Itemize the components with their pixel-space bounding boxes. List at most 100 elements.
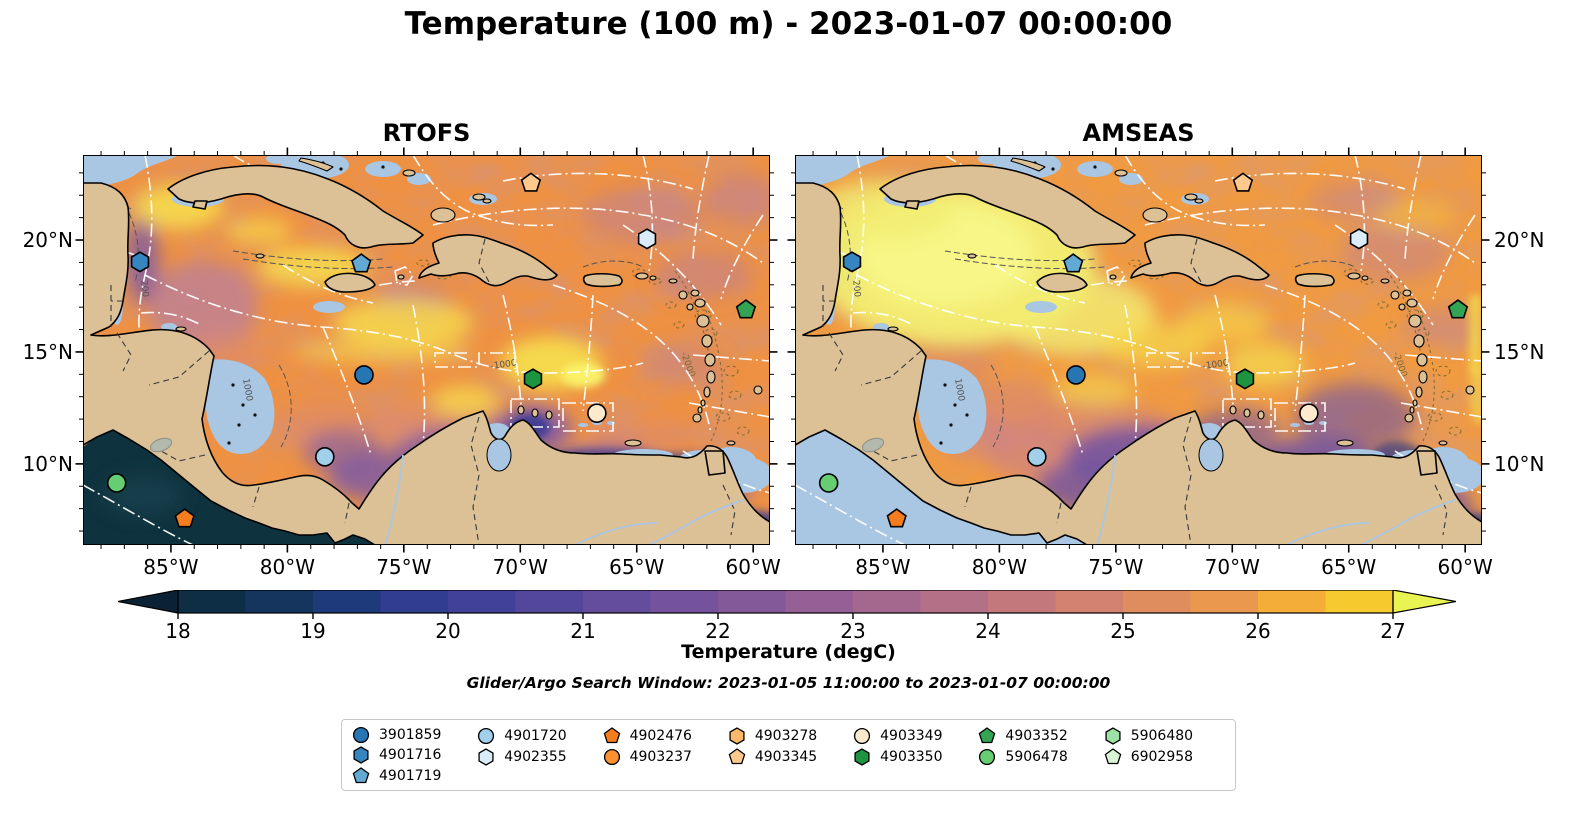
colorbar-segment <box>1123 590 1192 613</box>
float-marker-4903349 <box>1299 403 1319 423</box>
colorbar-segment <box>178 590 247 613</box>
colorbar-tick-label: 22 <box>705 619 731 643</box>
circle-marker-icon <box>603 748 620 765</box>
lon-tick-label: 80°W <box>971 555 1027 579</box>
colorbar-over-arrow <box>1392 589 1457 614</box>
circle-marker-icon <box>478 727 495 744</box>
colorbar-tick-label: 27 <box>1380 619 1406 643</box>
hexagon-marker-icon <box>729 726 745 745</box>
legend-float-id: 4903237 <box>629 748 692 765</box>
legend-marker-4903278 <box>729 726 745 745</box>
pentagon-marker-icon <box>352 767 370 783</box>
pentagon-marker-icon <box>728 747 746 764</box>
colorbar-tick-label: 25 <box>1110 619 1136 643</box>
legend-float-id: 4903350 <box>880 748 943 765</box>
float-marker-4901719 <box>1063 253 1084 273</box>
colorbar-tick-label: 26 <box>1245 619 1271 643</box>
colorbar-segment <box>785 590 854 613</box>
colorbar-segment <box>380 590 449 613</box>
colorbar-segment <box>313 590 382 613</box>
legend-entry-4901719: 4901719 <box>352 766 477 786</box>
legend-entry-3901859: 3901859 <box>352 725 477 745</box>
legend-marker-4901719 <box>352 767 370 783</box>
legend-float-id: 4902476 <box>629 727 692 744</box>
float-marker-4903352 <box>735 299 757 319</box>
map-panel-rtofs: RTOFS 85°W 80°W 75°W 70°W 65°W 60°W 20°N 15°N 10… <box>23 119 781 579</box>
legend-marker-4901716 <box>353 746 369 765</box>
colorbar-tick-label: 19 <box>300 619 326 643</box>
colorbar-segment <box>245 590 314 613</box>
colorbar-segment <box>1325 590 1394 613</box>
legend-marker-4903349 <box>854 727 871 744</box>
float-marker-3901859 <box>354 365 374 385</box>
colorbar-label: Temperature (degC) <box>681 641 896 663</box>
legend-entry-4903352: 4903352 <box>978 725 1103 746</box>
legend-float-id: 4901719 <box>379 767 442 784</box>
colorbar-tick-label: 24 <box>975 619 1001 643</box>
legend-marker-6902958 <box>1104 747 1122 764</box>
legend-entry-5906478: 5906478 <box>978 746 1103 767</box>
legend-column: 3901859 4901716 4901719 <box>352 725 477 786</box>
float-marker-3901859 <box>1066 365 1086 385</box>
colorbar-segment <box>988 590 1057 613</box>
colorbar-segment <box>1258 590 1327 613</box>
float-marker-4901716 <box>842 251 862 273</box>
lon-tick-label: 65°W <box>1321 555 1377 579</box>
colorbar-segment <box>853 590 922 613</box>
float-marker-4903352 <box>1447 299 1469 319</box>
float-marker-4903345 <box>520 172 542 192</box>
legend-column: 4901720 4902355 <box>477 725 602 786</box>
colorbar-under-arrow <box>117 589 179 614</box>
legend-float-id: 4902355 <box>504 748 567 765</box>
lon-tick-label: 65°W <box>609 555 665 579</box>
colorbar-tick-label: 21 <box>570 619 596 643</box>
legend-entry-4903237: 4903237 <box>603 746 728 767</box>
lat-tick-label: 10°N <box>22 451 73 476</box>
legend-marker-4903237 <box>603 748 620 765</box>
lon-tick-label: 75°W <box>376 555 432 579</box>
float-markers-amseas <box>818 172 1469 528</box>
circle-marker-icon <box>854 727 871 744</box>
colorbar-segment <box>650 590 719 613</box>
float-marker-4903350 <box>1235 368 1255 390</box>
colorbar-segment <box>718 590 787 613</box>
figure-title: Temperature (100 m) - 2023-01-07 00:00:0… <box>404 6 1173 42</box>
legend-column: 4903349 4903350 <box>853 725 978 786</box>
legend-entry-4903278: 4903278 <box>728 725 853 746</box>
float-marker-5906478 <box>106 473 127 493</box>
colorbar-segment <box>515 590 584 613</box>
legend-marker-4903352 <box>979 726 996 743</box>
float-marker-4901720 <box>315 447 335 467</box>
legend-entry-5906480: 5906480 <box>1104 725 1229 746</box>
colorbar-segment <box>1190 590 1259 613</box>
colorbar-segment <box>448 590 517 613</box>
float-marker-4903345 <box>1232 172 1254 192</box>
lon-tick-label: 60°W <box>1437 555 1493 579</box>
legend-entry-4901716: 4901716 <box>352 745 477 765</box>
legend-float-id: 6902958 <box>1130 748 1194 765</box>
colorbar-segment <box>583 590 652 613</box>
colorbar-tick-label: 18 <box>165 619 191 643</box>
map-rtofs <box>83 155 770 545</box>
legend-float-id: 5906478 <box>1005 748 1068 765</box>
lon-tick-label: 70°W <box>492 555 548 579</box>
legend-float-id: 5906480 <box>1130 727 1194 744</box>
legend-marker-5906478 <box>979 748 996 765</box>
colorbar-tick-label: 23 <box>840 619 866 643</box>
legend-entry-4901720: 4901720 <box>477 725 602 746</box>
lat-tick-label: 15°N <box>22 339 73 364</box>
float-marker-4902355 <box>637 228 657 250</box>
legend-marker-4902355 <box>478 747 494 766</box>
float-marker-4901720 <box>1027 447 1047 467</box>
pentagon-marker-icon <box>603 726 620 743</box>
hexagon-marker-icon <box>1105 726 1121 745</box>
legend-marker-4902476 <box>603 726 620 743</box>
float-marker-4901716 <box>130 251 150 273</box>
legend-entry-4903350: 4903350 <box>853 746 978 767</box>
float-marker-4903349 <box>587 403 607 423</box>
legend-entry-4902355: 4902355 <box>477 746 602 767</box>
hexagon-marker-icon <box>478 747 494 766</box>
legend-marker-4903345 <box>728 747 746 764</box>
lat-tick-label: 10°N <box>1494 451 1545 476</box>
